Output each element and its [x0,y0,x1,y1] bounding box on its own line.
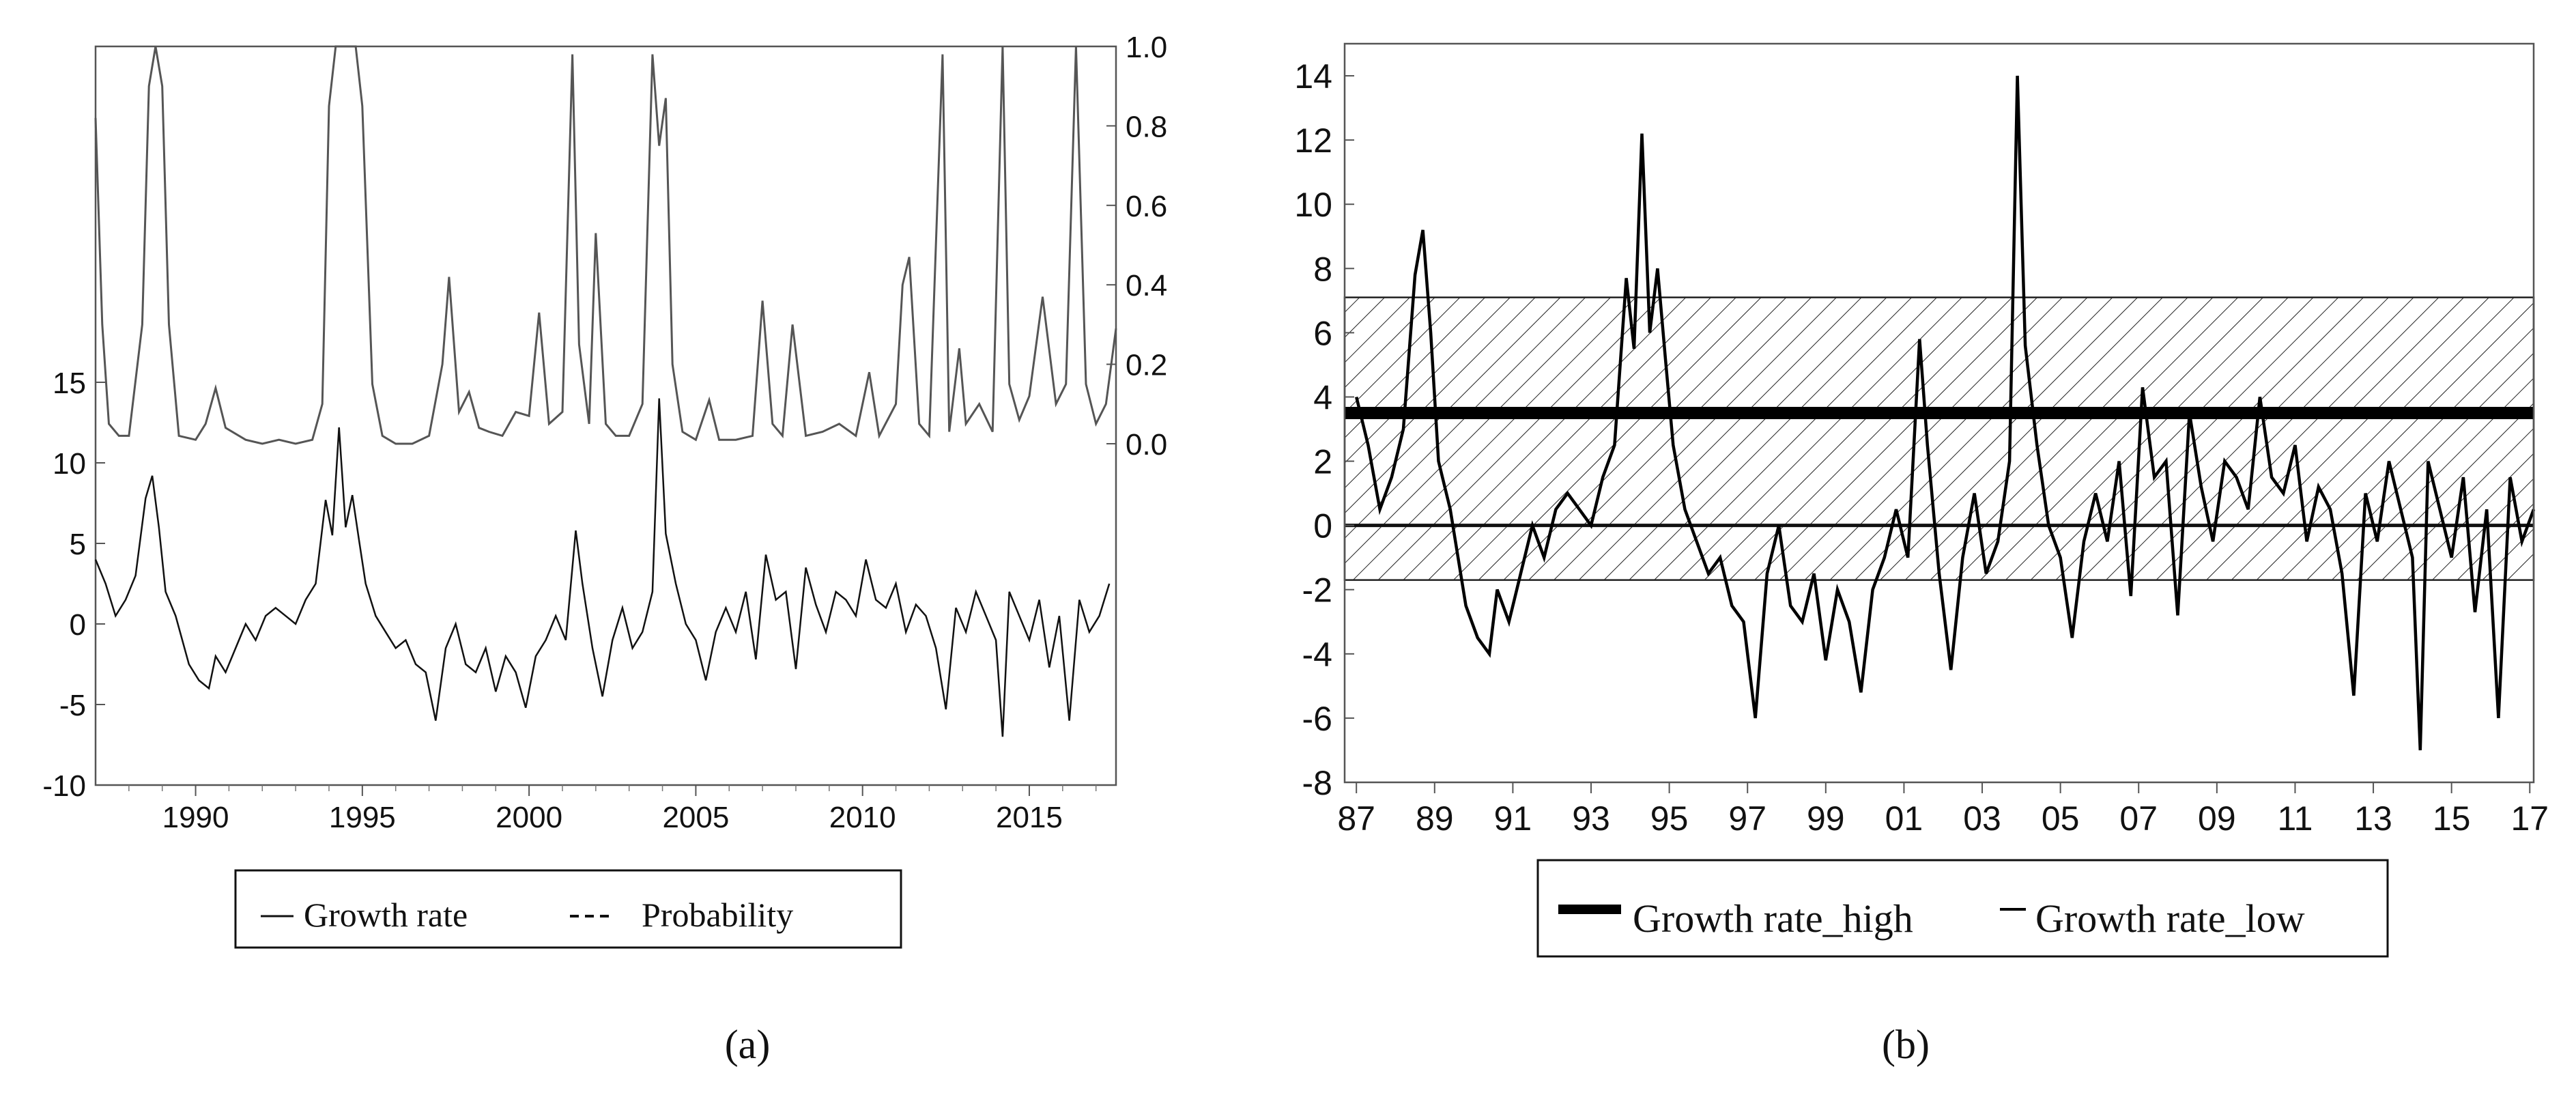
panel-b-x-tick-label: 91 [1494,799,1532,838]
panel-b-plot-frame [1343,42,2535,784]
panel-a-plot-frame [94,45,1117,786]
panel-b-x-tick-label: 15 [2433,799,2471,838]
panel-a-left-tick-label: -10 [42,769,86,803]
panel-b-y-tick-label: -2 [1302,571,1332,610]
panel-a-x-tick-label: 2005 [662,801,729,834]
panel-b-growth-rate-low-line [1355,75,2536,751]
panel-b-legend: Growth rate_high Growth rate_low [1536,859,2389,958]
panel-b-y-tick-label: 2 [1313,443,1332,481]
panel-b-x-tick-label: 11 [2278,799,2313,838]
panel-a-right-tick-label: 0.6 [1126,190,1167,223]
panel-b-legend-box [1536,859,2389,958]
panel-a-right-tick-label: 1.0 [1126,31,1167,64]
panel-b-x-tick-label: 99 [1807,799,1845,838]
panel-b-legend-low-label: Growth rate_low [2035,896,2305,941]
panel-a-growth-rate-line [94,398,1111,737]
panel-b-x-tick-label: 03 [1963,799,2001,838]
panel-a: -10 -5 0 5 10 15 0.0 0.2 0.4 0.6 0.8 1.0 1990 1995 2… [42,31,1167,1067]
panel-b-y-tick-label: 4 [1313,378,1332,416]
panel-a-x-tick-label: 2010 [829,801,896,834]
panel-a-legend-probability-label: Probability [642,896,793,934]
panel-a-right-tick-label: 0.2 [1126,349,1167,382]
panel-a-x-tick-label: 1995 [329,801,396,834]
panel-b-y-tick-label: 8 [1313,250,1332,288]
panel-a-left-tick-label: -5 [59,689,86,722]
panel-a-x-axis: 1990 1995 2000 2005 2010 2015 [128,785,1097,834]
panel-a-left-tick-label: 10 [53,447,86,481]
panel-a-left-tick-label: 0 [70,608,86,642]
panel-b-shaded-band [1343,296,2535,581]
panel-b-x-tick-label: 89 [1416,799,1454,838]
panel-a-x-tick-label: 2000 [496,801,562,834]
panel-b-x-tick-label: 05 [2042,799,2080,838]
panel-b-x-tick-label: 13 [2354,799,2392,838]
panel-a-probability-line [94,45,1117,445]
panel-b-x-tick-label: 97 [1728,799,1766,838]
panel-a-right-tick-label: 0.8 [1126,110,1167,143]
panel-b-x-tick-label: 87 [1337,799,1375,838]
panel-a-legend: Growth rate Probability [234,869,902,949]
panel-b-x-tick-label: 09 [2198,799,2236,838]
panel-b-x-tick-label: 01 [1885,799,1923,838]
panel-b-y-tick-label: 12 [1294,122,1332,160]
panel-b-y-tick-label: 0 [1313,507,1332,545]
panel-b-y-tick-label: 14 [1294,57,1332,96]
panel-b-y-tick-label: 10 [1294,186,1332,224]
panel-a-left-tick-label: 5 [70,528,86,561]
panel-b-y-axis: -8 -6 -4 -2 0 2 4 6 8 10 12 14 [1294,57,1354,802]
panel-a-right-tick-label: 0.4 [1126,269,1167,302]
panel-b-y-tick-label: -8 [1302,764,1332,802]
panel-b-x-tick-label: 93 [1572,799,1610,838]
panel-a-x-tick-label: 1990 [162,801,229,834]
panel-b-x-tick-label: 17 [2510,799,2549,838]
panel-b: -8 -6 -4 -2 0 2 4 6 8 10 12 14 87 89 91 93 95 97 99 01 03 05… [1294,42,2549,1067]
panel-a-right-tick-label: 0.0 [1126,428,1167,461]
panel-a-left-axis: -10 -5 0 5 10 15 [42,367,105,803]
panel-a-legend-growth-label: Growth rate [304,896,468,934]
panel-b-x-tick-label: 95 [1650,799,1689,838]
panel-a-right-axis: 0.0 0.2 0.4 0.6 0.8 1.0 [1106,31,1167,461]
panel-b-label: (b) [1882,1022,1930,1067]
panel-b-legend-high-label: Growth rate_high [1633,896,1913,941]
panel-b-y-tick-label: -4 [1302,636,1332,674]
panel-b-y-tick-label: -6 [1302,700,1332,738]
panel-b-y-tick-label: 6 [1313,314,1332,352]
panel-a-x-tick-label: 2015 [996,801,1063,834]
panel-b-x-axis: 87 89 91 93 95 97 99 01 03 05 07 09 11 13 15 17 [1337,782,2549,838]
panel-a-label: (a) [725,1022,771,1067]
panel-b-x-tick-label: 07 [2119,799,2158,838]
panel-a-left-tick-label: 15 [53,367,86,400]
panel-a-legend-box [234,869,902,949]
